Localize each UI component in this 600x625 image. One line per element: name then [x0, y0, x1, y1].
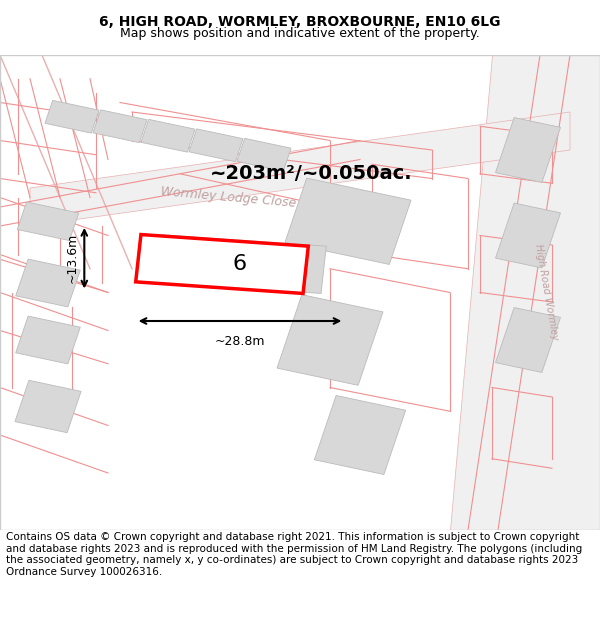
Polygon shape	[15, 381, 81, 432]
Polygon shape	[16, 259, 80, 307]
Polygon shape	[141, 119, 195, 152]
Polygon shape	[285, 178, 411, 264]
Polygon shape	[277, 295, 383, 385]
Text: Map shows position and indicative extent of the property.: Map shows position and indicative extent…	[120, 27, 480, 39]
Polygon shape	[16, 316, 80, 364]
Polygon shape	[30, 112, 570, 226]
Polygon shape	[136, 234, 308, 294]
Text: 6: 6	[233, 254, 247, 274]
Polygon shape	[189, 129, 243, 162]
Polygon shape	[17, 202, 79, 241]
Polygon shape	[45, 101, 99, 133]
Text: High Road Wormley: High Road Wormley	[533, 244, 559, 341]
Polygon shape	[496, 118, 560, 182]
Text: ~28.8m: ~28.8m	[215, 335, 265, 348]
Polygon shape	[496, 308, 560, 372]
Polygon shape	[154, 234, 326, 294]
Polygon shape	[496, 203, 560, 268]
Polygon shape	[314, 396, 406, 474]
Polygon shape	[93, 110, 147, 142]
Polygon shape	[237, 138, 291, 171]
Polygon shape	[450, 55, 600, 530]
Text: 6, HIGH ROAD, WORMLEY, BROXBOURNE, EN10 6LG: 6, HIGH ROAD, WORMLEY, BROXBOURNE, EN10 …	[99, 16, 501, 29]
Text: ~13.6m: ~13.6m	[65, 233, 79, 283]
Text: ~203m²/~0.050ac.: ~203m²/~0.050ac.	[210, 164, 413, 183]
Text: Contains OS data © Crown copyright and database right 2021. This information is : Contains OS data © Crown copyright and d…	[6, 532, 582, 577]
Text: Wormley Lodge Close: Wormley Lodge Close	[160, 185, 296, 210]
